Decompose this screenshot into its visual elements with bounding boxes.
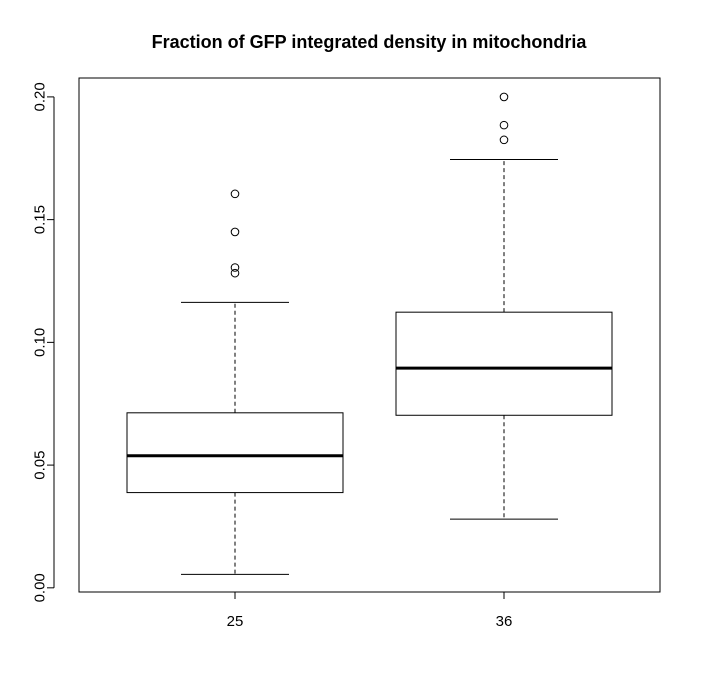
outlier-point: [230, 268, 240, 278]
outlier-point: [230, 227, 240, 237]
y-tick-label: 0.10: [32, 328, 49, 357]
plot-layer: 0.00 0.05 0.10 0.15 0.20 25 36: [32, 82, 613, 630]
outlier-point: [499, 135, 509, 145]
box-iqr: [126, 412, 344, 494]
outlier-point: [499, 92, 509, 102]
y-tick-label: 0.00: [32, 573, 49, 602]
outlier-point: [230, 263, 240, 272]
y-tick-label: 0.05: [32, 450, 49, 479]
chart-title: Fraction of GFP integrated density in mi…: [152, 32, 588, 52]
outlier-point: [499, 120, 509, 130]
box-iqr: [395, 311, 613, 416]
x-tick-label: 36: [496, 613, 513, 630]
y-tick-label: 0.20: [32, 82, 49, 111]
outlier-point: [230, 189, 240, 199]
x-tick-label: 25: [227, 613, 244, 630]
y-tick-label: 0.15: [32, 205, 49, 234]
